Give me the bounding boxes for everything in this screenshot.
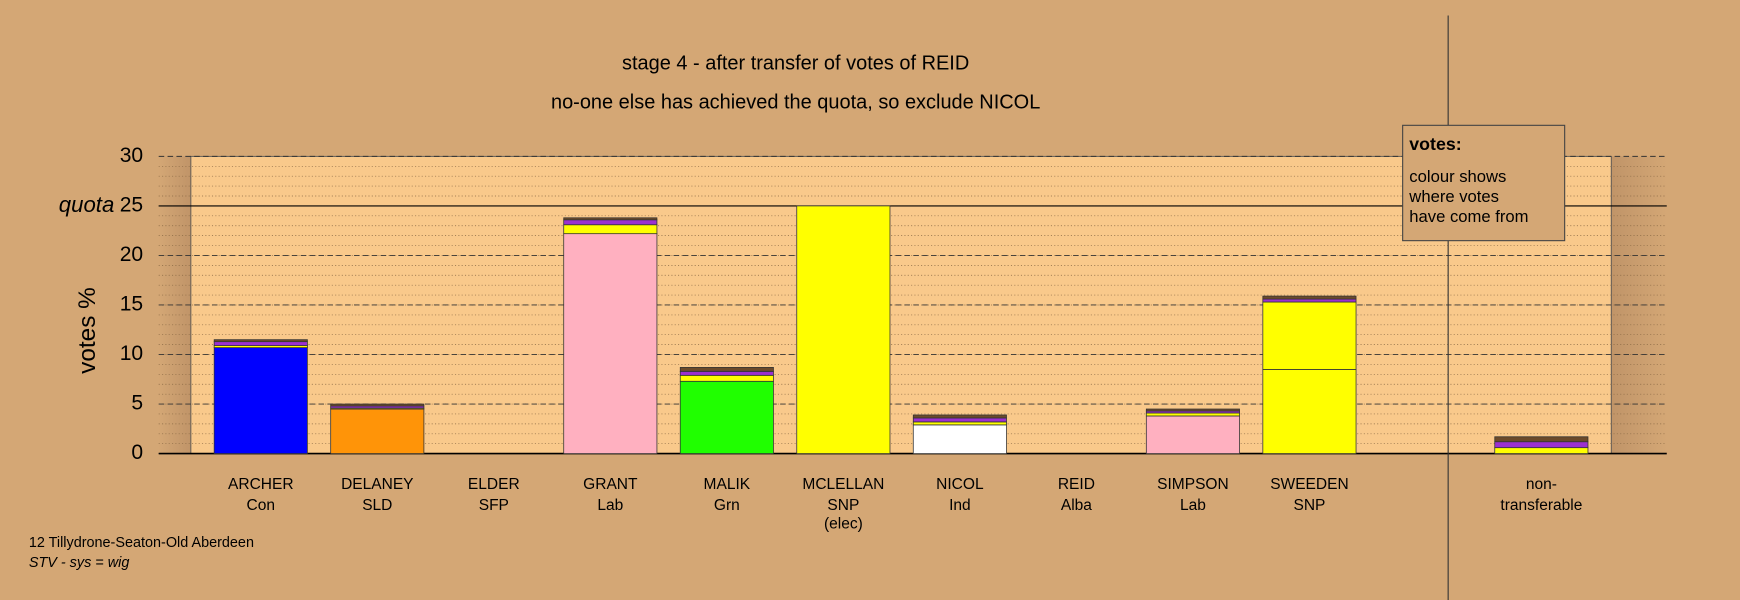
bar-segment	[679, 367, 774, 372]
party-label: Con	[247, 497, 275, 514]
bar-segment	[563, 224, 658, 235]
bar-segment	[563, 217, 658, 221]
legend-frame	[1402, 124, 1566, 242]
bar-segment	[1145, 412, 1240, 417]
chart-title: stage 4 - after transfer of votes of REI…	[622, 53, 969, 75]
bar-segment	[679, 380, 774, 454]
bar-segment	[330, 403, 425, 407]
bar-segment	[1262, 295, 1357, 300]
bar-segment	[679, 374, 774, 382]
x-tick-label: non-	[1526, 476, 1557, 493]
x-tick-label: REID	[1058, 476, 1095, 493]
bar-segment	[213, 347, 308, 454]
bar-segment	[563, 233, 658, 454]
footer-system: STV - sys = wig	[29, 555, 129, 571]
bar-segment	[1262, 298, 1357, 303]
x-tick-label: GRANT	[583, 476, 638, 493]
bar-segment	[679, 370, 774, 376]
x-tick-label: SWEEDEN	[1270, 476, 1348, 493]
y-tick-label: 15	[120, 293, 143, 316]
y-axis-label: votes %	[74, 287, 101, 374]
party-label: SLD	[362, 497, 392, 514]
party-label: SNP	[827, 497, 859, 514]
x-tick-label: ARCHER	[228, 476, 294, 493]
x-tick-label: SIMPSON	[1157, 476, 1229, 493]
chart-subtitle: no-one else has achieved the quota, so e…	[551, 91, 1040, 113]
quota-label: quota	[59, 192, 115, 217]
party-label: Grn	[714, 497, 740, 514]
bars	[213, 205, 1589, 454]
bar-segment	[1262, 301, 1357, 370]
legend-title: votes:	[1409, 134, 1461, 154]
party-label: transferable	[1500, 497, 1582, 514]
bar-segment	[912, 414, 1007, 419]
y-tick-label: 0	[131, 441, 143, 464]
party-label: Lab	[597, 497, 623, 514]
bar-segment	[1494, 436, 1589, 443]
party-label: SNP	[1293, 497, 1325, 514]
bar-segment	[213, 339, 308, 343]
bar-segment	[912, 424, 1007, 454]
note-label: (elec)	[824, 516, 863, 533]
y-tick-label: 10	[120, 342, 143, 365]
party-label: Lab	[1180, 497, 1206, 514]
bar-segment	[912, 417, 1007, 423]
x-tick-label: NICOL	[936, 476, 984, 493]
y-tick-label: 20	[120, 243, 143, 266]
footer-ward: 12 Tillydrone-Seaton-Old Aberdeen	[29, 535, 254, 551]
bar-segment	[796, 205, 891, 454]
legend-box: votes: colour shows where votes have com…	[1402, 124, 1566, 242]
bar-segment	[213, 341, 308, 347]
bar-segment	[1494, 441, 1589, 449]
party-label: Ind	[949, 497, 971, 514]
legend-line: have come from	[1409, 207, 1528, 226]
y-tick-label: 30	[120, 144, 143, 167]
y-tick-label: 25	[120, 193, 143, 216]
bar-segment	[1145, 415, 1240, 454]
x-tick-label: MALIK	[704, 476, 751, 493]
party-label: SFP	[479, 497, 509, 514]
bar-segment	[1145, 408, 1240, 412]
y-tick-label: 5	[131, 392, 143, 415]
x-tick-label: ELDER	[468, 476, 520, 493]
bar-segment	[1262, 369, 1357, 454]
bar-segment	[1494, 447, 1589, 454]
legend-line: colour shows	[1409, 167, 1506, 186]
bar-segment	[912, 421, 1007, 426]
bar-segment	[330, 408, 425, 454]
party-label: Alba	[1061, 497, 1092, 514]
bar-segment	[563, 219, 658, 226]
x-tick-label: MCLELLAN	[802, 476, 884, 493]
x-tick-label: DELANEY	[341, 476, 414, 493]
legend-line: where votes	[1408, 187, 1499, 206]
